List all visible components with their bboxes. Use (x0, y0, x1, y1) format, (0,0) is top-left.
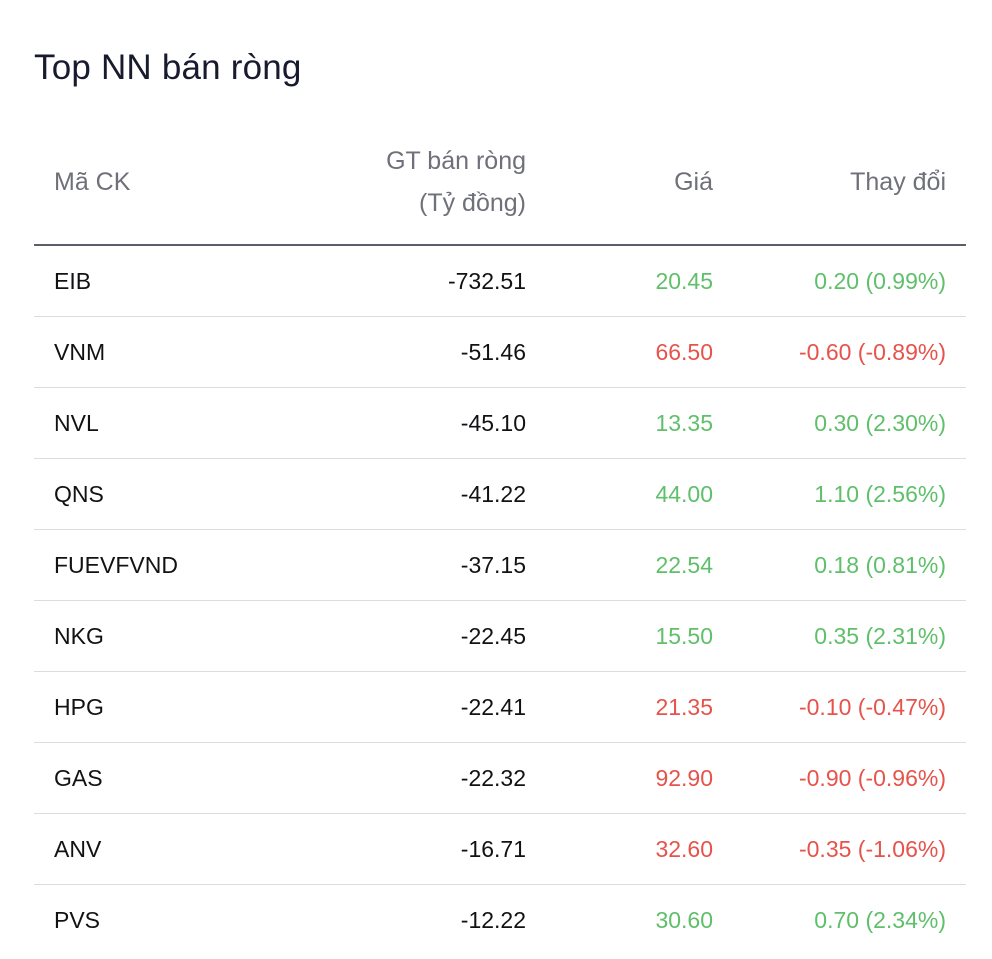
header-change: Thay đổi (850, 168, 946, 196)
table-row[interactable]: QNS -41.22 44.00 1.10 (2.56%) (34, 459, 966, 530)
cell-symbol[interactable]: VNM (54, 339, 106, 365)
net-sell-table: Mã CK GT bán ròng (Tỷ đồng) Giá Thay đổi… (34, 136, 966, 955)
header-symbol: Mã CK (54, 168, 131, 196)
cell-change: -0.60 (-0.89%) (798, 339, 946, 365)
cell-net-sell-value: -22.41 (460, 694, 526, 720)
table-header: Mã CK GT bán ròng (Tỷ đồng) Giá Thay đổi (34, 136, 966, 246)
cell-price: 21.35 (655, 694, 713, 720)
cell-price: 66.50 (655, 339, 713, 365)
cell-symbol[interactable]: GAS (54, 765, 103, 791)
table-row[interactable]: VNM -51.46 66.50 -0.60 (-0.89%) (34, 317, 966, 388)
cell-change: -0.10 (-0.47%) (798, 694, 946, 720)
table-row[interactable]: EIB -732.51 20.45 0.20 (0.99%) (34, 246, 966, 317)
cell-symbol[interactable]: NKG (54, 623, 104, 649)
cell-price: 44.00 (655, 481, 713, 507)
cell-net-sell-value: -732.51 (447, 268, 526, 294)
widget-title: Top NN bán ròng (34, 48, 302, 87)
cell-change: 1.10 (2.56%) (814, 481, 946, 507)
table-row[interactable]: HPG -22.41 21.35 -0.10 (-0.47%) (34, 672, 966, 743)
cell-symbol[interactable]: QNS (54, 481, 104, 507)
cell-change: 0.20 (0.99%) (814, 268, 946, 294)
cell-net-sell-value: -16.71 (460, 836, 526, 862)
cell-symbol[interactable]: PVS (54, 907, 101, 933)
cell-net-sell-value: -12.22 (460, 907, 526, 933)
cell-price: 30.60 (655, 907, 713, 933)
cell-price: 20.45 (655, 268, 713, 294)
header-net-sell-value: GT bán ròng (Tỷ đồng) (386, 140, 526, 224)
header-net-sell-value-line2: (Tỷ đồng) (419, 189, 526, 217)
cell-net-sell-value: -45.10 (460, 410, 526, 436)
cell-symbol[interactable]: NVL (54, 410, 99, 436)
cell-change: -0.35 (-1.06%) (798, 836, 946, 862)
cell-symbol[interactable]: EIB (54, 268, 92, 294)
table-row[interactable]: GAS -22.32 92.90 -0.90 (-0.96%) (34, 743, 966, 814)
cell-price: 22.54 (655, 552, 713, 578)
cell-price: 32.60 (655, 836, 713, 862)
header-net-sell-value-line1: GT bán ròng (386, 147, 526, 175)
cell-change: -0.90 (-0.96%) (798, 765, 946, 791)
table-row[interactable]: NKG -22.45 15.50 0.35 (2.31%) (34, 601, 966, 672)
cell-net-sell-value: -22.32 (460, 765, 526, 791)
cell-change: 0.70 (2.34%) (814, 907, 946, 933)
cell-symbol[interactable]: ANV (54, 836, 102, 862)
table-row[interactable]: NVL -45.10 13.35 0.30 (2.30%) (34, 388, 966, 459)
cell-net-sell-value: -22.45 (460, 623, 526, 649)
cell-change: 0.18 (0.81%) (814, 552, 946, 578)
cell-net-sell-value: -41.22 (460, 481, 526, 507)
cell-price: 15.50 (655, 623, 713, 649)
table-row[interactable]: FUEVFVND -37.15 22.54 0.18 (0.81%) (34, 530, 966, 601)
table-row[interactable]: ANV -16.71 32.60 -0.35 (-1.06%) (34, 814, 966, 885)
cell-price: 92.90 (655, 765, 713, 791)
cell-symbol[interactable]: FUEVFVND (54, 552, 178, 578)
cell-net-sell-value: -37.15 (460, 552, 526, 578)
header-price: Giá (674, 168, 713, 196)
cell-change: 0.35 (2.31%) (814, 623, 946, 649)
cell-symbol[interactable]: HPG (54, 694, 104, 720)
cell-change: 0.30 (2.30%) (814, 410, 946, 436)
table-body: EIB -732.51 20.45 0.20 (0.99%) VNM -51.4… (34, 246, 966, 955)
cell-price: 13.35 (655, 410, 713, 436)
table-row[interactable]: PVS -12.22 30.60 0.70 (2.34%) (34, 885, 966, 955)
cell-net-sell-value: -51.46 (460, 339, 526, 365)
